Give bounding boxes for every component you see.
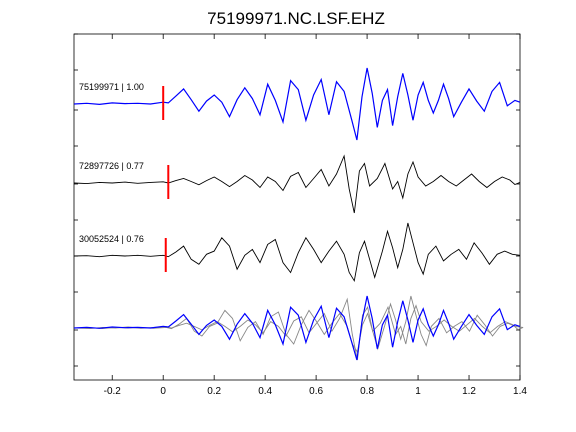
x-tick-label: 1.2 bbox=[462, 386, 476, 397]
traces-layer bbox=[73, 67, 524, 361]
trace-line bbox=[73, 222, 521, 283]
overlay-trace-line bbox=[77, 297, 524, 361]
overlay-trace-line bbox=[77, 295, 524, 354]
x-tick-label: 0.4 bbox=[258, 386, 272, 397]
plot-frame bbox=[73, 33, 521, 381]
trace-label: 75199971 | 1.00 bbox=[79, 82, 144, 92]
axis-ticks: -0.2 0 0.2 0.4 0.6 0.8 1 1.2 1.4 bbox=[74, 33, 527, 397]
trace-labels: 75199971 | 1.00 72897726 | 0.77 30052524 |… bbox=[79, 82, 144, 244]
trace-label: 30052524 | 0.76 bbox=[79, 234, 144, 244]
x-tick-label: 0.6 bbox=[309, 386, 323, 397]
trace-line bbox=[73, 67, 521, 141]
trace-line bbox=[73, 154, 521, 214]
x-tick-label: -0.2 bbox=[104, 386, 122, 397]
overlay-master-line bbox=[73, 295, 521, 361]
chart-title: 75199971.NC.LSF.EHZ bbox=[207, 9, 385, 28]
x-tick-label: 0 bbox=[160, 386, 166, 397]
x-tick-label: 1 bbox=[415, 386, 421, 397]
x-tick-label: 0.2 bbox=[207, 386, 221, 397]
x-tick-label: 1.4 bbox=[513, 386, 527, 397]
x-tick-label: 0.8 bbox=[360, 386, 374, 397]
trace-label: 72897726 | 0.77 bbox=[79, 161, 144, 171]
